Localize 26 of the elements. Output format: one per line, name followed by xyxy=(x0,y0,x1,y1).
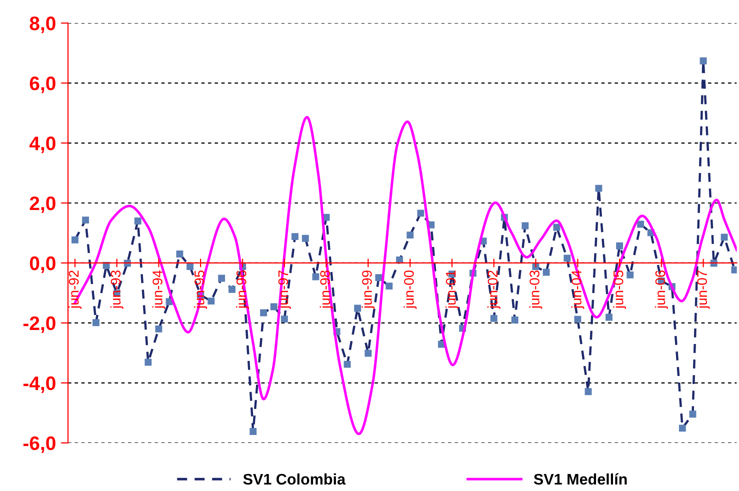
x-tick-label: jun-01 xyxy=(446,270,458,309)
x-tick-label: jun-04 xyxy=(571,270,584,309)
x-tick-label: jun-98 xyxy=(320,270,333,309)
x-tick-label: jun-93 xyxy=(110,270,124,309)
x-tick-label: jun-94 xyxy=(152,270,166,309)
x-tick-label: jun-03 xyxy=(529,270,542,309)
x-tick-label: jun-97 xyxy=(278,270,291,309)
y-tick-label: 4,0 xyxy=(29,136,56,154)
x-tick-label: jun-95 xyxy=(194,270,208,309)
y-tick-label: 0,0 xyxy=(30,256,56,274)
legend-label: SV1 Medellín xyxy=(534,473,627,485)
x-tick-label: jun-00 xyxy=(404,270,417,309)
x-tick-label: jun-96 xyxy=(236,270,250,309)
x-tick-label: jun-05 xyxy=(613,270,626,309)
x-tick-label: jun-92 xyxy=(68,270,82,309)
y-tick-label: 8,0 xyxy=(30,16,56,34)
x-tick-label: jun-06 xyxy=(654,270,668,309)
x-tick-label: jun-99 xyxy=(362,270,375,309)
y-tick-label: 6,0 xyxy=(30,76,56,94)
legend-label: SV1 Colombia xyxy=(243,473,346,485)
y-tick-label: -2,0 xyxy=(23,316,56,333)
x-tick-label: jun-02 xyxy=(487,270,500,309)
y-tick-label: 2,0 xyxy=(30,196,56,214)
y-tick-label: -6,0 xyxy=(23,436,56,453)
x-tick-label: jun-07 xyxy=(696,270,710,309)
y-tick-label: -4,0 xyxy=(23,376,56,393)
